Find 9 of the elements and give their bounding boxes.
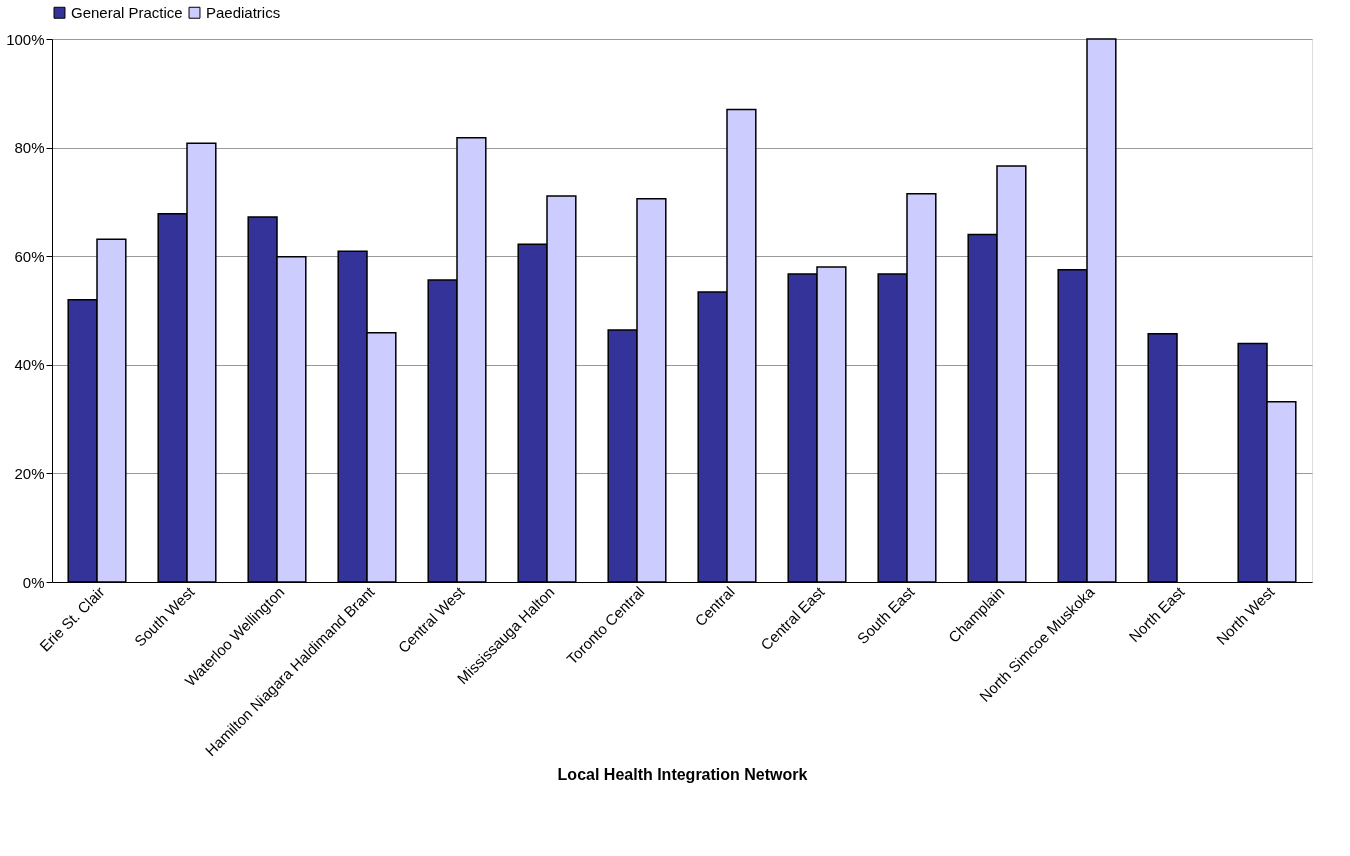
legend-label: Paediatrics [206, 3, 281, 21]
y-tick-label: 60% [14, 247, 45, 265]
legend-label: General Practice [71, 3, 183, 21]
y-tick-label: 0% [22, 573, 45, 591]
y-tick-label: 20% [14, 464, 45, 482]
y-tick-label: 80% [14, 139, 45, 157]
x-axis-title: Local Health Integration Network [557, 766, 808, 783]
y-tick-label: 40% [14, 356, 45, 374]
y-tick-label: 100% [6, 30, 45, 48]
